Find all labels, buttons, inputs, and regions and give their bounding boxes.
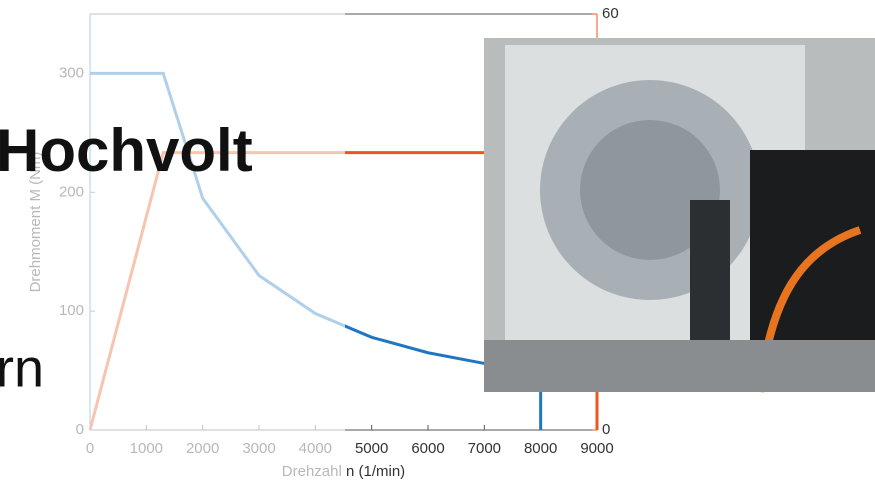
x-tick-label: 5000	[355, 440, 388, 457]
x-tick-label: 7000	[468, 440, 501, 457]
overlay-fragment: rn	[0, 338, 44, 398]
overlay-heading: Hochvolt	[0, 117, 253, 184]
y2-tick-label: 0	[602, 421, 610, 438]
photo	[484, 38, 875, 392]
y2-tick-label: 60	[602, 5, 619, 22]
fade-overlay	[0, 0, 345, 488]
x-tick-label: 8000	[524, 440, 557, 457]
x-tick-label: 9000	[580, 440, 613, 457]
x-tick-label: 6000	[411, 440, 444, 457]
bench-base	[484, 340, 875, 392]
stand	[690, 200, 730, 340]
slide: 0100020003000400050006000700080009000010…	[0, 0, 875, 488]
